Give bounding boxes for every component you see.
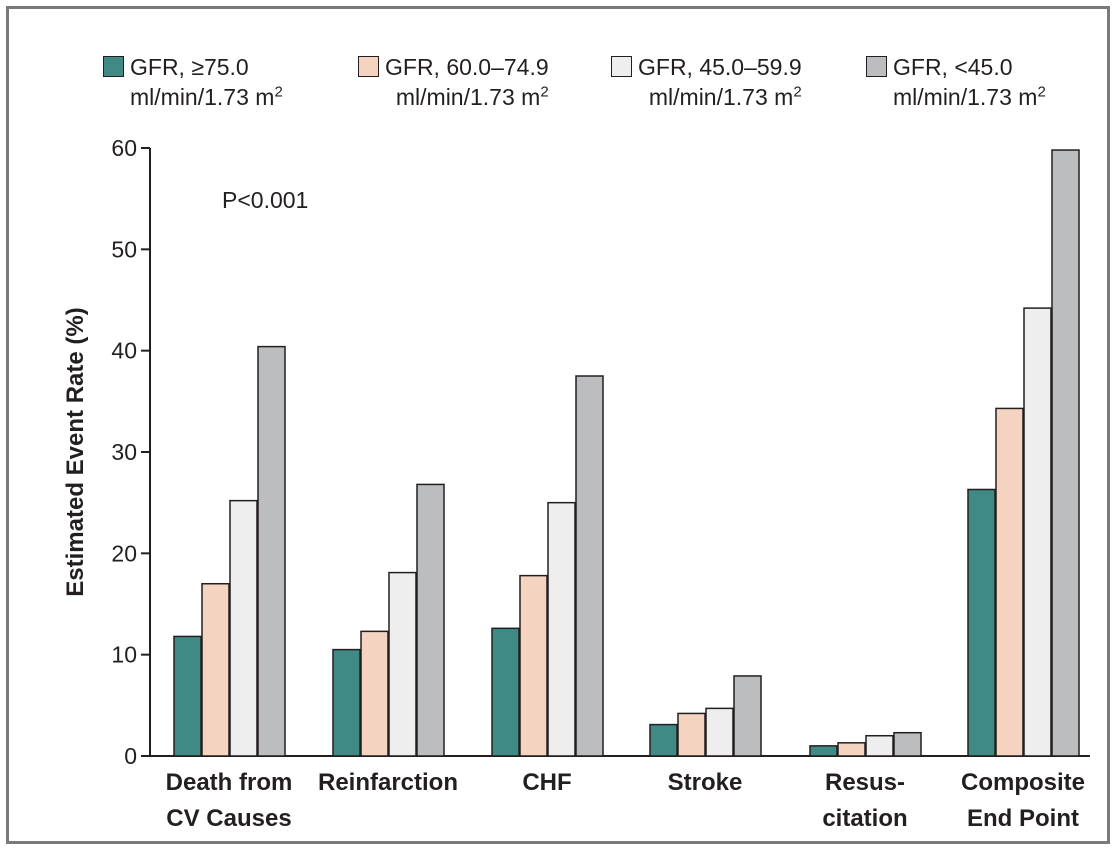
legend-label-line2: ml/min/1.73 m bbox=[130, 84, 275, 110]
bar bbox=[967, 488, 996, 757]
legend-item-gfr-45-59: GFR, 45.0–59.9 ml/min/1.73 m2 bbox=[611, 52, 802, 112]
bar bbox=[360, 630, 389, 757]
bar bbox=[1051, 149, 1080, 757]
p-value-annotation: P<0.001 bbox=[222, 187, 308, 213]
legend-label-line1: GFR, ≥75.0 bbox=[130, 54, 249, 80]
bar bbox=[995, 407, 1024, 757]
x-category-label: citation bbox=[822, 805, 907, 832]
x-category-label: Death from bbox=[166, 769, 293, 796]
bar bbox=[332, 648, 361, 757]
bar bbox=[519, 574, 548, 757]
y-tick-label: 30 bbox=[111, 439, 137, 465]
x-category-label: Reinfarction bbox=[318, 769, 458, 796]
bar bbox=[575, 375, 604, 757]
bar bbox=[705, 707, 734, 757]
bar bbox=[865, 734, 894, 757]
legend-swatch-gfr-75 bbox=[103, 56, 124, 77]
legend-item-gfr-60-74: GFR, 60.0–74.9 ml/min/1.73 m2 bbox=[358, 52, 549, 112]
legend-label-sup: 2 bbox=[1037, 83, 1046, 101]
bar bbox=[649, 723, 678, 757]
legend: GFR, ≥75.0 ml/min/1.73 m2 GFR, 60.0–74.9… bbox=[0, 52, 1119, 122]
y-axis-label: Estimated Event Rate (%) bbox=[62, 307, 89, 596]
y-tick-label: 10 bbox=[111, 642, 137, 668]
x-category-label: Resus- bbox=[825, 769, 905, 796]
y-tick-label: 60 bbox=[111, 135, 137, 161]
bar bbox=[733, 675, 762, 757]
bar bbox=[809, 745, 838, 757]
legend-label-line2: ml/min/1.73 m bbox=[395, 84, 541, 110]
legend-item-gfr-under-45: GFR, <45.0 ml/min/1.73 m2 bbox=[866, 52, 1046, 112]
bar bbox=[837, 742, 866, 757]
bar bbox=[173, 635, 202, 757]
y-tick-label: 20 bbox=[111, 540, 137, 566]
x-category-label: CV Causes bbox=[166, 805, 291, 832]
legend-swatch-gfr-45-59 bbox=[611, 56, 632, 77]
bar bbox=[547, 501, 576, 757]
bar bbox=[893, 731, 922, 757]
legend-label-line1: GFR, 45.0–59.9 bbox=[638, 54, 802, 80]
x-category-label: CHF bbox=[522, 769, 571, 796]
bar bbox=[1023, 307, 1052, 757]
legend-label-line2: ml/min/1.73 m bbox=[648, 84, 794, 110]
bar bbox=[491, 627, 520, 757]
bar bbox=[677, 712, 706, 757]
legend-item-gfr-75: GFR, ≥75.0 ml/min/1.73 m2 bbox=[103, 52, 283, 112]
x-category-label: End Point bbox=[967, 805, 1079, 832]
legend-label-sup: 2 bbox=[540, 83, 549, 101]
y-tick-label: 40 bbox=[111, 338, 137, 364]
legend-label-line1: GFR, <45.0 bbox=[893, 54, 1013, 80]
legend-label-line1: GFR, 60.0–74.9 bbox=[385, 54, 549, 80]
legend-label-sup: 2 bbox=[793, 83, 802, 101]
legend-swatch-gfr-under-45 bbox=[866, 56, 887, 77]
bar bbox=[201, 582, 230, 757]
chart-frame bbox=[6, 6, 1110, 844]
bar bbox=[388, 571, 417, 757]
bar bbox=[257, 345, 286, 757]
bar bbox=[229, 499, 258, 757]
bar bbox=[416, 483, 445, 757]
y-tick-label: 0 bbox=[124, 743, 137, 769]
legend-swatch-gfr-60-74 bbox=[358, 56, 379, 77]
legend-label-line2: ml/min/1.73 m bbox=[893, 84, 1038, 110]
x-category-label: Composite bbox=[961, 769, 1085, 796]
x-category-label: Stroke bbox=[668, 769, 743, 796]
legend-label-sup: 2 bbox=[274, 83, 283, 101]
y-tick-label: 50 bbox=[111, 236, 137, 262]
